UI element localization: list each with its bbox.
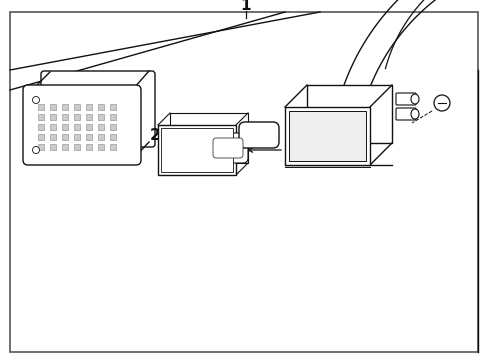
Bar xyxy=(74,144,80,150)
Bar xyxy=(38,104,44,110)
FancyBboxPatch shape xyxy=(396,108,416,120)
Bar xyxy=(38,124,44,130)
Bar xyxy=(86,114,92,120)
FancyBboxPatch shape xyxy=(208,133,248,163)
Bar xyxy=(74,114,80,120)
Text: 1: 1 xyxy=(241,0,251,13)
Bar xyxy=(98,124,104,130)
Bar xyxy=(86,124,92,130)
Bar xyxy=(161,128,233,172)
Bar xyxy=(50,104,56,110)
Text: 3: 3 xyxy=(297,143,308,158)
Bar xyxy=(170,113,248,163)
Bar xyxy=(86,134,92,140)
Bar xyxy=(74,134,80,140)
Bar xyxy=(110,144,116,150)
Bar xyxy=(62,104,68,110)
Bar xyxy=(98,134,104,140)
Bar xyxy=(98,104,104,110)
Bar xyxy=(38,144,44,150)
FancyBboxPatch shape xyxy=(239,122,279,148)
Circle shape xyxy=(32,96,40,104)
Bar xyxy=(110,114,116,120)
Bar xyxy=(307,85,392,143)
Bar xyxy=(62,144,68,150)
Text: 2: 2 xyxy=(150,127,161,143)
FancyBboxPatch shape xyxy=(41,71,155,147)
Bar xyxy=(158,125,236,175)
Bar xyxy=(38,134,44,140)
Bar xyxy=(86,104,92,110)
Bar xyxy=(50,144,56,150)
Bar xyxy=(86,144,92,150)
Bar xyxy=(50,124,56,130)
Ellipse shape xyxy=(411,94,419,104)
FancyBboxPatch shape xyxy=(23,85,141,165)
FancyBboxPatch shape xyxy=(396,93,416,105)
Ellipse shape xyxy=(411,109,419,119)
Bar xyxy=(285,107,370,165)
Circle shape xyxy=(32,147,40,153)
Bar xyxy=(62,134,68,140)
Bar xyxy=(50,134,56,140)
Bar xyxy=(110,124,116,130)
Bar xyxy=(62,114,68,120)
Bar xyxy=(38,114,44,120)
Circle shape xyxy=(434,95,450,111)
Bar xyxy=(98,144,104,150)
Bar xyxy=(110,104,116,110)
Bar xyxy=(289,111,366,161)
Bar xyxy=(74,124,80,130)
Bar xyxy=(50,114,56,120)
Bar xyxy=(110,134,116,140)
Bar xyxy=(62,124,68,130)
Bar xyxy=(98,114,104,120)
FancyBboxPatch shape xyxy=(213,138,243,158)
Bar xyxy=(74,104,80,110)
